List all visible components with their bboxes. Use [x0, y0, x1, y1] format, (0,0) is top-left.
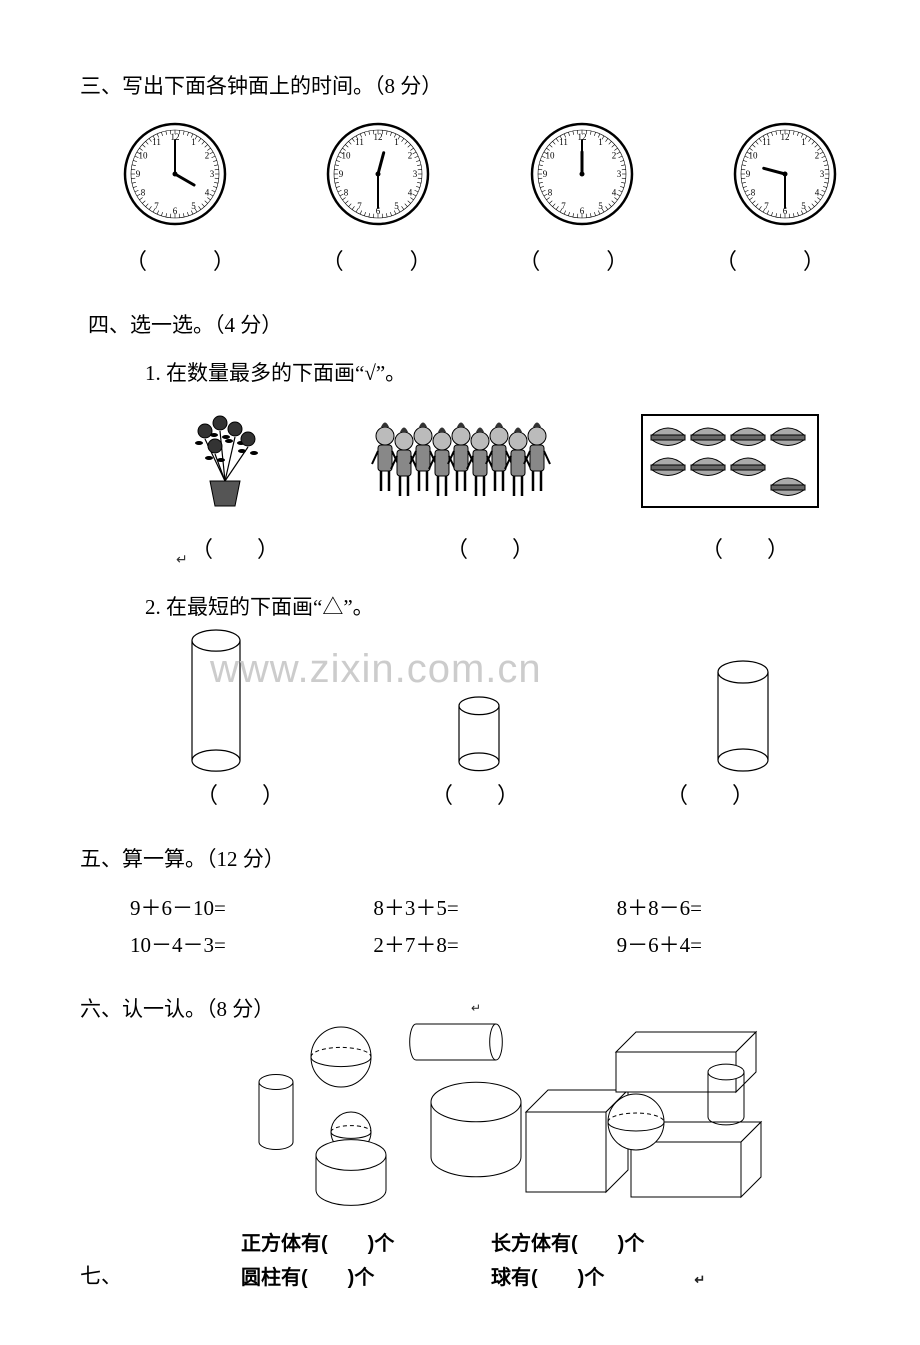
svg-text:7: 7 — [154, 201, 159, 211]
q5-calc-grid[interactable]: 9＋6－10= 8＋3＋5= 8＋8－6= 10－4－3= 2＋7＋8= 9－6… — [80, 892, 860, 963]
svg-text:10: 10 — [138, 150, 148, 160]
burgers-image — [640, 411, 820, 522]
svg-text:10: 10 — [545, 150, 555, 160]
svg-text:6: 6 — [173, 206, 178, 216]
answer-blank[interactable]: （ ） — [307, 244, 447, 279]
svg-text:8: 8 — [751, 187, 756, 197]
q6-shapes-area: ↵ 正方体有( )个 长方体有( )个 圆柱有( )个 球有( )个↵ — [221, 997, 781, 1296]
svg-text:4: 4 — [815, 187, 820, 197]
clock-face: 123456789101112 — [730, 119, 840, 229]
label-cube[interactable]: 正方体有( )个 — [241, 1227, 491, 1261]
svg-text:8: 8 — [141, 187, 146, 197]
svg-text:4: 4 — [205, 187, 210, 197]
svg-text:↵: ↵ — [471, 1001, 481, 1015]
svg-text:6: 6 — [579, 206, 584, 216]
label-sphere[interactable]: 球有( )个↵ — [491, 1261, 741, 1295]
svg-text:9: 9 — [339, 169, 344, 179]
q3-clock-row: 123456789101112 123456789101112 12345678… — [80, 119, 860, 229]
svg-text:5: 5 — [801, 201, 806, 211]
svg-text:11: 11 — [559, 137, 568, 147]
calc-cell[interactable]: 8＋8－6= — [617, 892, 860, 926]
clock-block: 123456789101112 — [730, 119, 840, 229]
clock-face: 123456789101112 — [323, 119, 433, 229]
calc-cell[interactable]: 9－6＋4= — [617, 929, 860, 963]
label-cylinder[interactable]: 圆柱有( )个 — [241, 1261, 491, 1295]
svg-text:4: 4 — [408, 187, 413, 197]
answer-blank[interactable]: （ ） — [110, 244, 250, 279]
svg-text:11: 11 — [762, 137, 771, 147]
svg-text:3: 3 — [616, 169, 621, 179]
calc-cell[interactable]: 2＋7＋8= — [373, 929, 616, 963]
watermark-wrap: www.zixin.com.cn — [80, 643, 860, 773]
q4-sub1-pic-row — [80, 401, 860, 522]
clock-face: 123456789101112 — [527, 119, 637, 229]
answer-blank[interactable]: （ ） — [180, 778, 300, 813]
q4-sub1-text: 1. 在数量最多的下面画“√”。 — [145, 357, 860, 391]
q4-sub2-text: 2. 在最短的下面画“△”。 — [145, 591, 860, 625]
label-cuboid[interactable]: 长方体有( )个 — [491, 1227, 741, 1261]
svg-text:1: 1 — [801, 137, 806, 147]
cylinder-image — [190, 628, 242, 773]
q4-sub2-cylinders — [80, 643, 860, 773]
svg-text:10: 10 — [342, 150, 352, 160]
svg-text:7: 7 — [764, 201, 769, 211]
svg-text:10: 10 — [748, 150, 758, 160]
svg-text:3: 3 — [210, 169, 215, 179]
svg-text:1: 1 — [395, 137, 400, 147]
clock-block: 123456789101112 — [120, 119, 230, 229]
calc-cell[interactable]: 10－4－3= — [130, 929, 373, 963]
svg-text:9: 9 — [136, 169, 141, 179]
clock-face: 123456789101112 — [120, 119, 230, 229]
answer-blank[interactable]: （ ） — [425, 532, 555, 567]
svg-text:8: 8 — [344, 187, 349, 197]
children-image — [370, 401, 560, 522]
svg-text:2: 2 — [611, 150, 616, 160]
svg-text:12: 12 — [780, 132, 789, 142]
answer-blank[interactable]: （ ） — [700, 244, 840, 279]
solids-scene: ↵ — [221, 997, 781, 1217]
q6-labels[interactable]: 正方体有( )个 长方体有( )个 圆柱有( )个 球有( )个↵ — [221, 1227, 781, 1295]
q4-sub2-paren-row[interactable]: （ ） （ ） （ ） — [80, 778, 860, 813]
q3-title: 三、写出下面各钟面上的时间。（8 分） — [80, 70, 860, 104]
q3-paren-row[interactable]: （ ） （ ） （ ） （ ） — [80, 244, 860, 279]
cylinder-image — [457, 695, 501, 773]
svg-text:11: 11 — [152, 137, 161, 147]
answer-blank[interactable]: （ ） — [503, 244, 643, 279]
clock-block: 123456789101112 — [323, 119, 433, 229]
answer-blank[interactable]: （ ） — [415, 778, 535, 813]
roses-image — [160, 401, 290, 522]
svg-text:5: 5 — [598, 201, 603, 211]
svg-text:9: 9 — [542, 169, 547, 179]
svg-text:1: 1 — [191, 137, 196, 147]
svg-text:9: 9 — [746, 169, 751, 179]
calc-cell[interactable]: 9＋6－10= — [130, 892, 373, 926]
return-mark: ↵ — [176, 553, 188, 568]
svg-text:2: 2 — [815, 150, 820, 160]
svg-text:4: 4 — [611, 187, 616, 197]
svg-text:7: 7 — [358, 201, 363, 211]
answer-blank[interactable]: （ ） — [680, 532, 810, 567]
clock-block: 123456789101112 — [527, 119, 637, 229]
return-mark: ↵ — [694, 1272, 705, 1287]
svg-text:5: 5 — [191, 201, 196, 211]
svg-text:3: 3 — [820, 169, 825, 179]
svg-text:1: 1 — [598, 137, 603, 147]
q5-title: 五、算一算。（12 分） — [80, 843, 860, 877]
svg-text:2: 2 — [205, 150, 210, 160]
svg-text:7: 7 — [561, 201, 566, 211]
svg-text:12: 12 — [374, 132, 383, 142]
calc-cell[interactable]: 8＋3＋5= — [373, 892, 616, 926]
answer-blank[interactable]: （ ） — [650, 778, 770, 813]
svg-text:5: 5 — [395, 201, 400, 211]
cylinder-image — [716, 659, 770, 773]
q4-title: 四、选一选。（4 分） — [88, 309, 860, 343]
svg-text:3: 3 — [413, 169, 418, 179]
q7-title: 七、 — [80, 1260, 122, 1294]
svg-text:8: 8 — [547, 187, 552, 197]
q4-sub1-paren-row[interactable]: （ ） （ ） （ ） — [80, 532, 860, 567]
svg-text:2: 2 — [408, 150, 413, 160]
answer-blank[interactable]: （ ） — [170, 532, 300, 567]
svg-text:11: 11 — [355, 137, 364, 147]
